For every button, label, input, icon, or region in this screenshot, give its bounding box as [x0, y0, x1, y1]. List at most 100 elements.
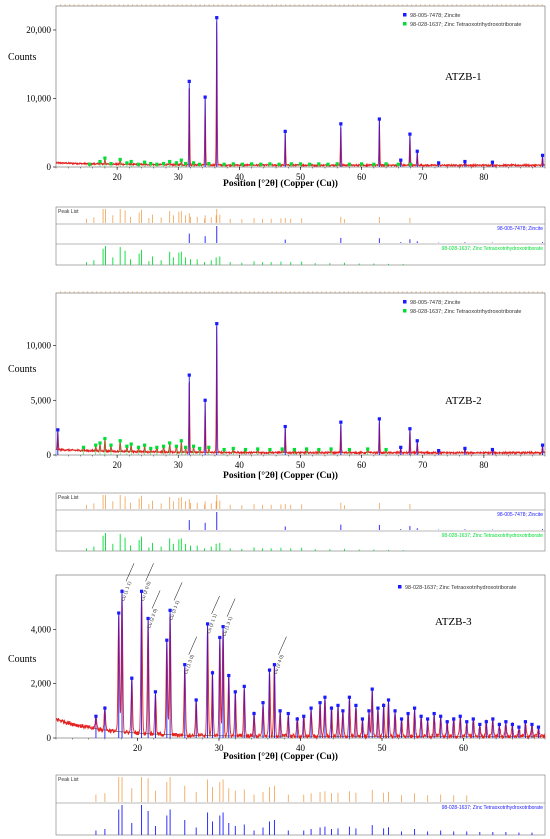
x-axis-label: Position [°2θ] (Copper (Cu)) [223, 470, 338, 481]
top-marker-dot [141, 291, 143, 293]
top-marker-dot [294, 291, 296, 293]
plot-frame [55, 292, 546, 456]
peak-marker [280, 447, 284, 451]
top-marker-dot [208, 4, 210, 6]
peak-marker [261, 701, 265, 705]
top-marker-dot [163, 4, 165, 6]
annotation-leader [278, 636, 287, 655]
annotation-leader [211, 595, 220, 615]
top-marker-dot [384, 4, 386, 6]
top-marker-dot [352, 291, 354, 293]
peak-marker [286, 711, 290, 716]
top-marker-dot [406, 4, 408, 6]
peak-marker [308, 162, 312, 166]
peak-marker [136, 445, 141, 449]
peak-marker [292, 447, 296, 452]
top-marker-dot [307, 4, 309, 6]
top-marker-dot [393, 4, 395, 6]
top-marker-dot [64, 4, 66, 6]
top-marker-dot [163, 291, 165, 293]
peak-marker [136, 162, 141, 166]
peak-marker [382, 703, 386, 707]
top-marker-dot [492, 4, 494, 6]
peak-marker [318, 701, 322, 705]
top-marker-dot [195, 291, 197, 293]
peak-marker [161, 444, 166, 448]
sample-label: ATZB-3 [435, 616, 472, 628]
top-marker-dot [501, 4, 503, 6]
top-marker-dot [519, 4, 521, 6]
peak-marker [243, 447, 248, 452]
top-marker-dot [442, 291, 444, 293]
peak-marker [419, 714, 423, 718]
peak-marker [439, 714, 443, 718]
peak-marker [336, 703, 340, 707]
peak-marker [179, 158, 183, 162]
peak-marker [215, 16, 219, 20]
top-marker-dot [294, 4, 296, 6]
top-marker-dot [100, 291, 102, 293]
peak-marker [194, 698, 198, 702]
top-marker-dot [330, 4, 332, 6]
reference-name: 98-028-1637; Zinc Tetraoxotrihydroxotrib… [442, 805, 544, 811]
top-marker-dot [145, 4, 147, 6]
x-tick-label: 70 [418, 172, 428, 182]
top-marker-dot [226, 4, 228, 6]
top-marker-dot [514, 291, 516, 293]
peak-list-panel-3: Peak List 98-028-1637; Zinc Tetraoxotrihy… [55, 774, 546, 836]
peak-marker [399, 158, 403, 162]
peak-list-label: Peak List [58, 209, 79, 215]
top-marker-dot [325, 4, 327, 6]
peak-marker [179, 439, 183, 443]
peak-list-frame [55, 206, 546, 266]
top-marker-dot [483, 4, 485, 6]
top-marker-dot [105, 291, 107, 293]
top-marker-dot [123, 291, 125, 293]
peak-marker [540, 153, 545, 157]
peak-marker [118, 157, 122, 162]
top-marker-dot [276, 4, 278, 6]
peak-marker [129, 159, 133, 164]
top-marker-dot [244, 291, 246, 293]
peak-marker [149, 446, 153, 451]
top-marker-dot [447, 291, 449, 293]
x-tick-label: 30 [174, 172, 184, 182]
top-marker-dot [321, 291, 323, 293]
top-marker-dot [357, 291, 359, 293]
top-marker-dot [523, 291, 525, 293]
peak-marker [94, 714, 98, 718]
hkl-annotation: Cu (2 2 0) [146, 607, 158, 628]
peak-marker [437, 161, 441, 165]
top-marker-dot [172, 291, 174, 293]
top-marker-dot [303, 291, 305, 293]
top-marker-dot [96, 4, 98, 6]
top-marker-dot [168, 4, 170, 6]
top-marker-dot [127, 4, 129, 6]
y-tick-label: 10,000 [26, 93, 51, 103]
top-marker-dot [109, 4, 111, 6]
top-marker-dot [271, 291, 273, 293]
peak-marker [517, 725, 521, 729]
hkl-annotation: Cu (1 3 0) [183, 654, 195, 675]
peak-marker [130, 676, 134, 680]
peak-marker [504, 720, 508, 724]
top-marker-dot [388, 291, 390, 293]
top-marker-dot [537, 291, 539, 293]
top-marker-dot [465, 291, 467, 293]
peak-marker [103, 156, 107, 160]
top-marker-dot [460, 4, 462, 6]
top-marker-dot [411, 4, 413, 6]
top-marker-dot [186, 291, 188, 293]
top-marker-dot [177, 4, 179, 6]
peak-marker [139, 589, 144, 593]
peak-marker [432, 711, 436, 716]
top-marker-dot [429, 291, 431, 293]
peak-marker [109, 161, 113, 166]
peak-marker [366, 447, 370, 451]
peak-marker [125, 444, 129, 448]
top-marker-dot [114, 291, 116, 293]
annotation-leader [125, 563, 135, 582]
peak-marker [347, 695, 351, 699]
x-tick-label: 70 [418, 460, 428, 470]
hkl-annotation: Cu (2 0 0) [140, 580, 152, 601]
